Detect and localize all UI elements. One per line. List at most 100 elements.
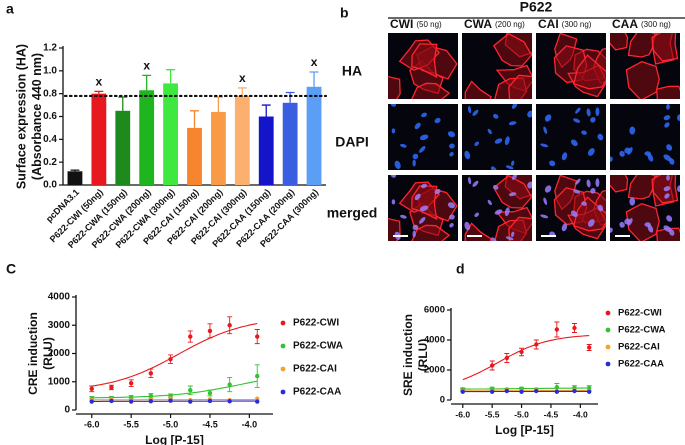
dapi-nucleus (575, 107, 581, 114)
y-axis-label: CRE induction (26, 312, 40, 395)
fit-curve (462, 335, 590, 381)
y-tick-label: 1.0 (43, 65, 57, 76)
dapi-nucleus (570, 139, 578, 147)
dapi-nucleus (644, 222, 651, 227)
dapi-nucleus (619, 150, 625, 157)
dapi-nucleus (664, 122, 670, 128)
dapi-nucleus (666, 144, 673, 151)
data-point (554, 327, 560, 332)
data-point (554, 385, 560, 390)
dapi-nucleus (400, 143, 407, 148)
error-bar (190, 110, 199, 128)
y-tick-label: 0.4 (43, 134, 57, 145)
dapi-nucleus (449, 143, 455, 149)
ha-stain (508, 74, 532, 99)
data-point (188, 399, 193, 404)
dapi-nucleus (487, 199, 492, 206)
bar (234, 95, 250, 185)
dapi-nucleus (494, 209, 503, 215)
y-tick-label: 3000 (48, 320, 71, 331)
x-tick-label: -5.5 (123, 419, 139, 429)
dapi-nucleus (561, 223, 568, 232)
legend-marker (280, 389, 286, 395)
data-point (89, 386, 94, 392)
dapi-nucleus (474, 141, 480, 146)
micrograph (536, 104, 606, 170)
dapi-nucleus (590, 188, 596, 194)
legend-marker (605, 344, 611, 350)
data-point (109, 385, 114, 390)
dapi-nucleus (663, 225, 672, 232)
ha-stain (492, 175, 532, 209)
legend-label: P622-CAA (618, 359, 664, 370)
dapi-nucleus (595, 178, 600, 187)
ha-stain (492, 33, 532, 67)
bar (139, 90, 155, 185)
y-tick-label: 2000 (424, 365, 445, 376)
data-point (148, 393, 154, 399)
dapi-nucleus (527, 181, 532, 189)
dapi-nucleus (610, 156, 613, 162)
panel-label: a (6, 1, 14, 17)
dapi-nucleus (587, 148, 595, 156)
dapi-nucleus (573, 118, 581, 123)
dapi-nucleus (587, 219, 595, 227)
dapi-nucleus (540, 143, 549, 148)
dapi-nucleus (505, 236, 514, 241)
micrograph-content (388, 175, 458, 241)
micrograph-content (464, 104, 532, 170)
column-dose: (300 ng) (641, 20, 671, 29)
bar (282, 102, 298, 185)
y-tick-label: 0 (64, 405, 70, 416)
dapi-nucleus (508, 121, 517, 126)
data-point (128, 395, 134, 400)
panel-title: P622 (520, 0, 553, 15)
legend-label: P622-CAI (293, 364, 337, 375)
legend-marker (605, 361, 611, 367)
column-dose: (300 ng) (562, 20, 592, 29)
bar (187, 127, 202, 185)
dapi-nucleus (390, 104, 397, 107)
dapi-nucleus (663, 186, 671, 192)
micrograph-content (553, 33, 606, 98)
column-name: CAA (612, 17, 638, 31)
micrograph-content (390, 104, 456, 169)
micrograph (462, 104, 532, 170)
error-bar (213, 96, 223, 112)
legend-marker (605, 310, 611, 316)
y-tick-label: 0 (440, 395, 445, 406)
dapi-nucleus (627, 218, 633, 226)
y-axis-label: SRE induction (401, 314, 415, 396)
dapi-nucleus (494, 138, 503, 144)
bar (306, 86, 322, 185)
ha-stain (411, 43, 438, 79)
data-point (227, 399, 232, 404)
dapi-nucleus (490, 237, 497, 241)
ha-stain (573, 196, 606, 232)
dapi-nucleus (412, 230, 416, 238)
dapi-nucleus (624, 147, 631, 154)
significance-marker: x (239, 71, 246, 85)
data-point (168, 356, 173, 362)
data-point (148, 399, 154, 404)
dapi-nucleus (644, 151, 651, 156)
significance-marker: x (311, 55, 318, 69)
data-point (227, 323, 232, 328)
ha-stain (411, 82, 451, 99)
ha-stain (610, 33, 629, 51)
error-bar (118, 96, 128, 111)
y-tick-label: 1000 (48, 376, 71, 387)
y-axis-label: (RLU) (41, 337, 55, 370)
ha-stain (625, 60, 660, 99)
data-point (188, 334, 193, 339)
ha-stain (627, 33, 656, 58)
data-point (207, 398, 213, 404)
dapi-nucleus (624, 218, 631, 225)
dapi-nucleus (677, 114, 680, 121)
legend-label: P622-CWI (293, 318, 339, 329)
data-point (109, 398, 114, 404)
dapi-nucleus (619, 221, 625, 228)
dapi-nucleus (412, 159, 416, 167)
y-tick-label: 2000 (48, 348, 71, 359)
